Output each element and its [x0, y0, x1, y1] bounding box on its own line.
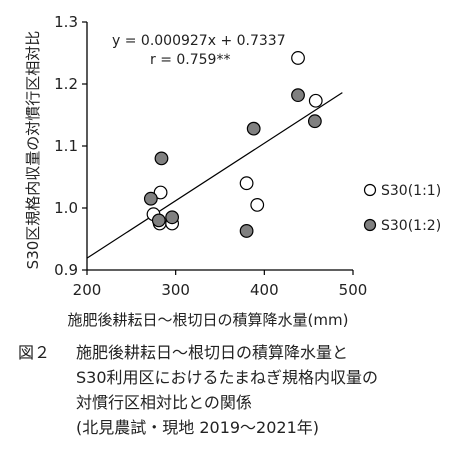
- regression-equation: y = 0.000927x + 0.7337: [112, 33, 286, 49]
- legend: S30(1:1) S30(1:2): [363, 183, 441, 234]
- legend-marker-filled: [363, 218, 377, 232]
- x-tick-label: 500: [339, 281, 368, 299]
- data-point-filled: [143, 191, 158, 206]
- data-point-filled: [154, 151, 169, 166]
- plot-marks: [86, 51, 343, 259]
- data-point-filled: [291, 88, 305, 103]
- data-point-open: [239, 176, 254, 191]
- x-axis-label: 施肥後耕耘日～根切日の積算降水量(mm): [68, 311, 349, 329]
- data-point-filled: [307, 114, 322, 129]
- caption-line-2: S30利用区におけるたまねぎ規格内収量の: [76, 368, 379, 387]
- y-tick-label: 1.3: [54, 13, 78, 31]
- y-tick-label: 1.1: [54, 137, 78, 155]
- scatter-chart: 0.9 1.0 1.1 1.2 1.3 200 300 400 500 y = 0.000927…: [24, 13, 441, 329]
- data-point-open: [291, 51, 305, 65]
- x-tick-label: 200: [73, 281, 102, 299]
- caption-line-4: (北見農試・現地 2019～2021年): [76, 418, 320, 437]
- regression-line: [86, 92, 343, 259]
- legend-marker-open: [363, 183, 377, 197]
- caption-line-3: 対慣行区相対比との関係: [76, 393, 252, 412]
- data-point-filled: [151, 213, 166, 228]
- y-axis-label: S30区規格内収量の対慣行区相対比: [24, 31, 42, 270]
- x-tick-label: 300: [161, 281, 190, 299]
- data-point-filled: [165, 210, 180, 225]
- data-point-open: [153, 185, 168, 200]
- y-tick-label: 1.2: [54, 75, 78, 93]
- axes: 0.9 1.0 1.1 1.2 1.3 200 300 400 500: [54, 13, 367, 299]
- x-tick-label: 400: [250, 281, 279, 299]
- data-point-open: [308, 93, 323, 108]
- y-tick-label: 1.0: [54, 199, 78, 217]
- caption-line-1: 施肥後耕耘日～根切日の積算降水量と: [76, 343, 349, 362]
- legend-label: S30(1:2): [381, 218, 441, 234]
- figure-caption: 図２ 施肥後耕耘日～根切日の積算降水量と S30利用区におけるたまねぎ規格内収量の…: [18, 340, 458, 440]
- y-tick-label: 0.9: [54, 261, 78, 279]
- regression-r: r = 0.759**: [150, 52, 230, 68]
- data-point-filled: [246, 121, 261, 136]
- data-point-filled: [239, 224, 254, 238]
- legend-label: S30(1:1): [381, 183, 441, 199]
- figure-label: 図２: [18, 343, 51, 362]
- data-point-open: [250, 197, 265, 212]
